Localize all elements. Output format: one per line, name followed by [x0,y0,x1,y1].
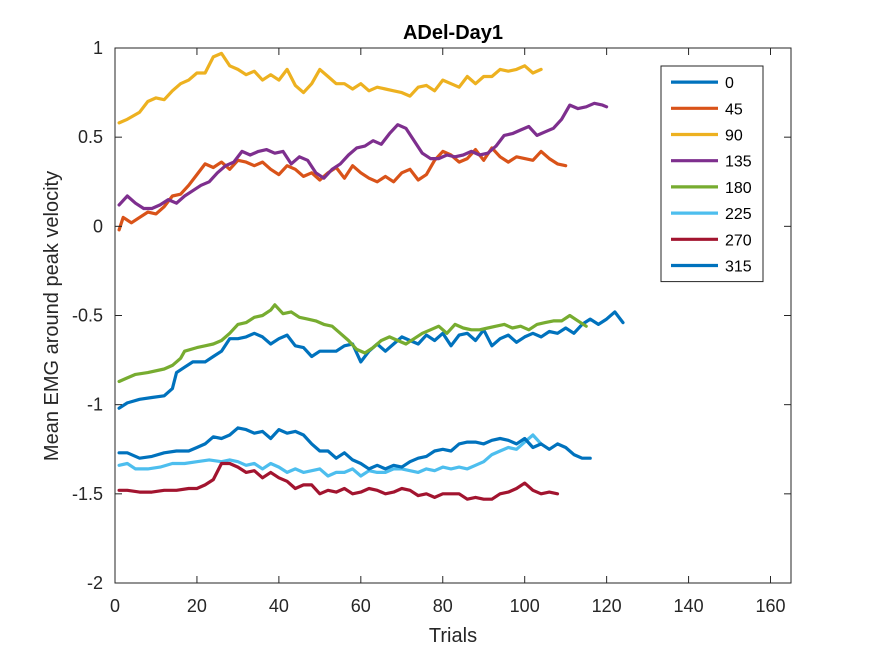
legend-label-180: 180 [725,180,752,197]
y-axis-label: Mean EMG around peak velocity [41,171,63,461]
x-tick-label: 100 [510,596,540,616]
legend-label-225: 225 [725,206,752,223]
legend-label-45: 45 [725,101,743,118]
y-tick-label: 0 [93,216,103,236]
y-tick-label: -1 [87,395,103,415]
series-layer [117,51,625,501]
legend-label-315: 315 [725,259,752,276]
x-tick-label: 160 [755,596,785,616]
series-line-270 [117,461,560,501]
series-line-315 [117,426,592,471]
legend-label-135: 135 [725,154,752,171]
y-tick-label: -2 [87,573,103,593]
x-axis-label: Trials [429,625,477,647]
x-tick-label: 120 [592,596,622,616]
x-tick-label: 40 [269,596,289,616]
legend-box [660,65,764,283]
legend-label-270: 270 [725,232,752,249]
x-tick-label: 60 [351,596,371,616]
chart-title: ADel-Day1 [403,22,503,44]
axes-layer: 0 20 40 60 80 100 120 140 160 -2 -1.5 -1 -0.5 0 0.5 1 [72,38,792,616]
legend-label-0: 0 [725,75,734,92]
y-tick-label: -1.5 [72,484,103,504]
series-line-225 [117,433,543,478]
series-line-180 [117,303,588,384]
y-tick-label: 1 [93,38,103,58]
y-tick-label: -0.5 [72,306,103,326]
series-line-90 [117,51,543,125]
x-tick-label: 140 [674,596,704,616]
legend: 0 45 90 135 180 225 270 315 [660,65,764,283]
y-tick-label: 0.5 [78,127,103,147]
legend-label-90: 90 [725,128,743,145]
x-tick-label: 0 [110,596,120,616]
series-line-135 [117,101,609,211]
x-tick-label: 80 [433,596,453,616]
x-tick-label: 20 [187,596,207,616]
